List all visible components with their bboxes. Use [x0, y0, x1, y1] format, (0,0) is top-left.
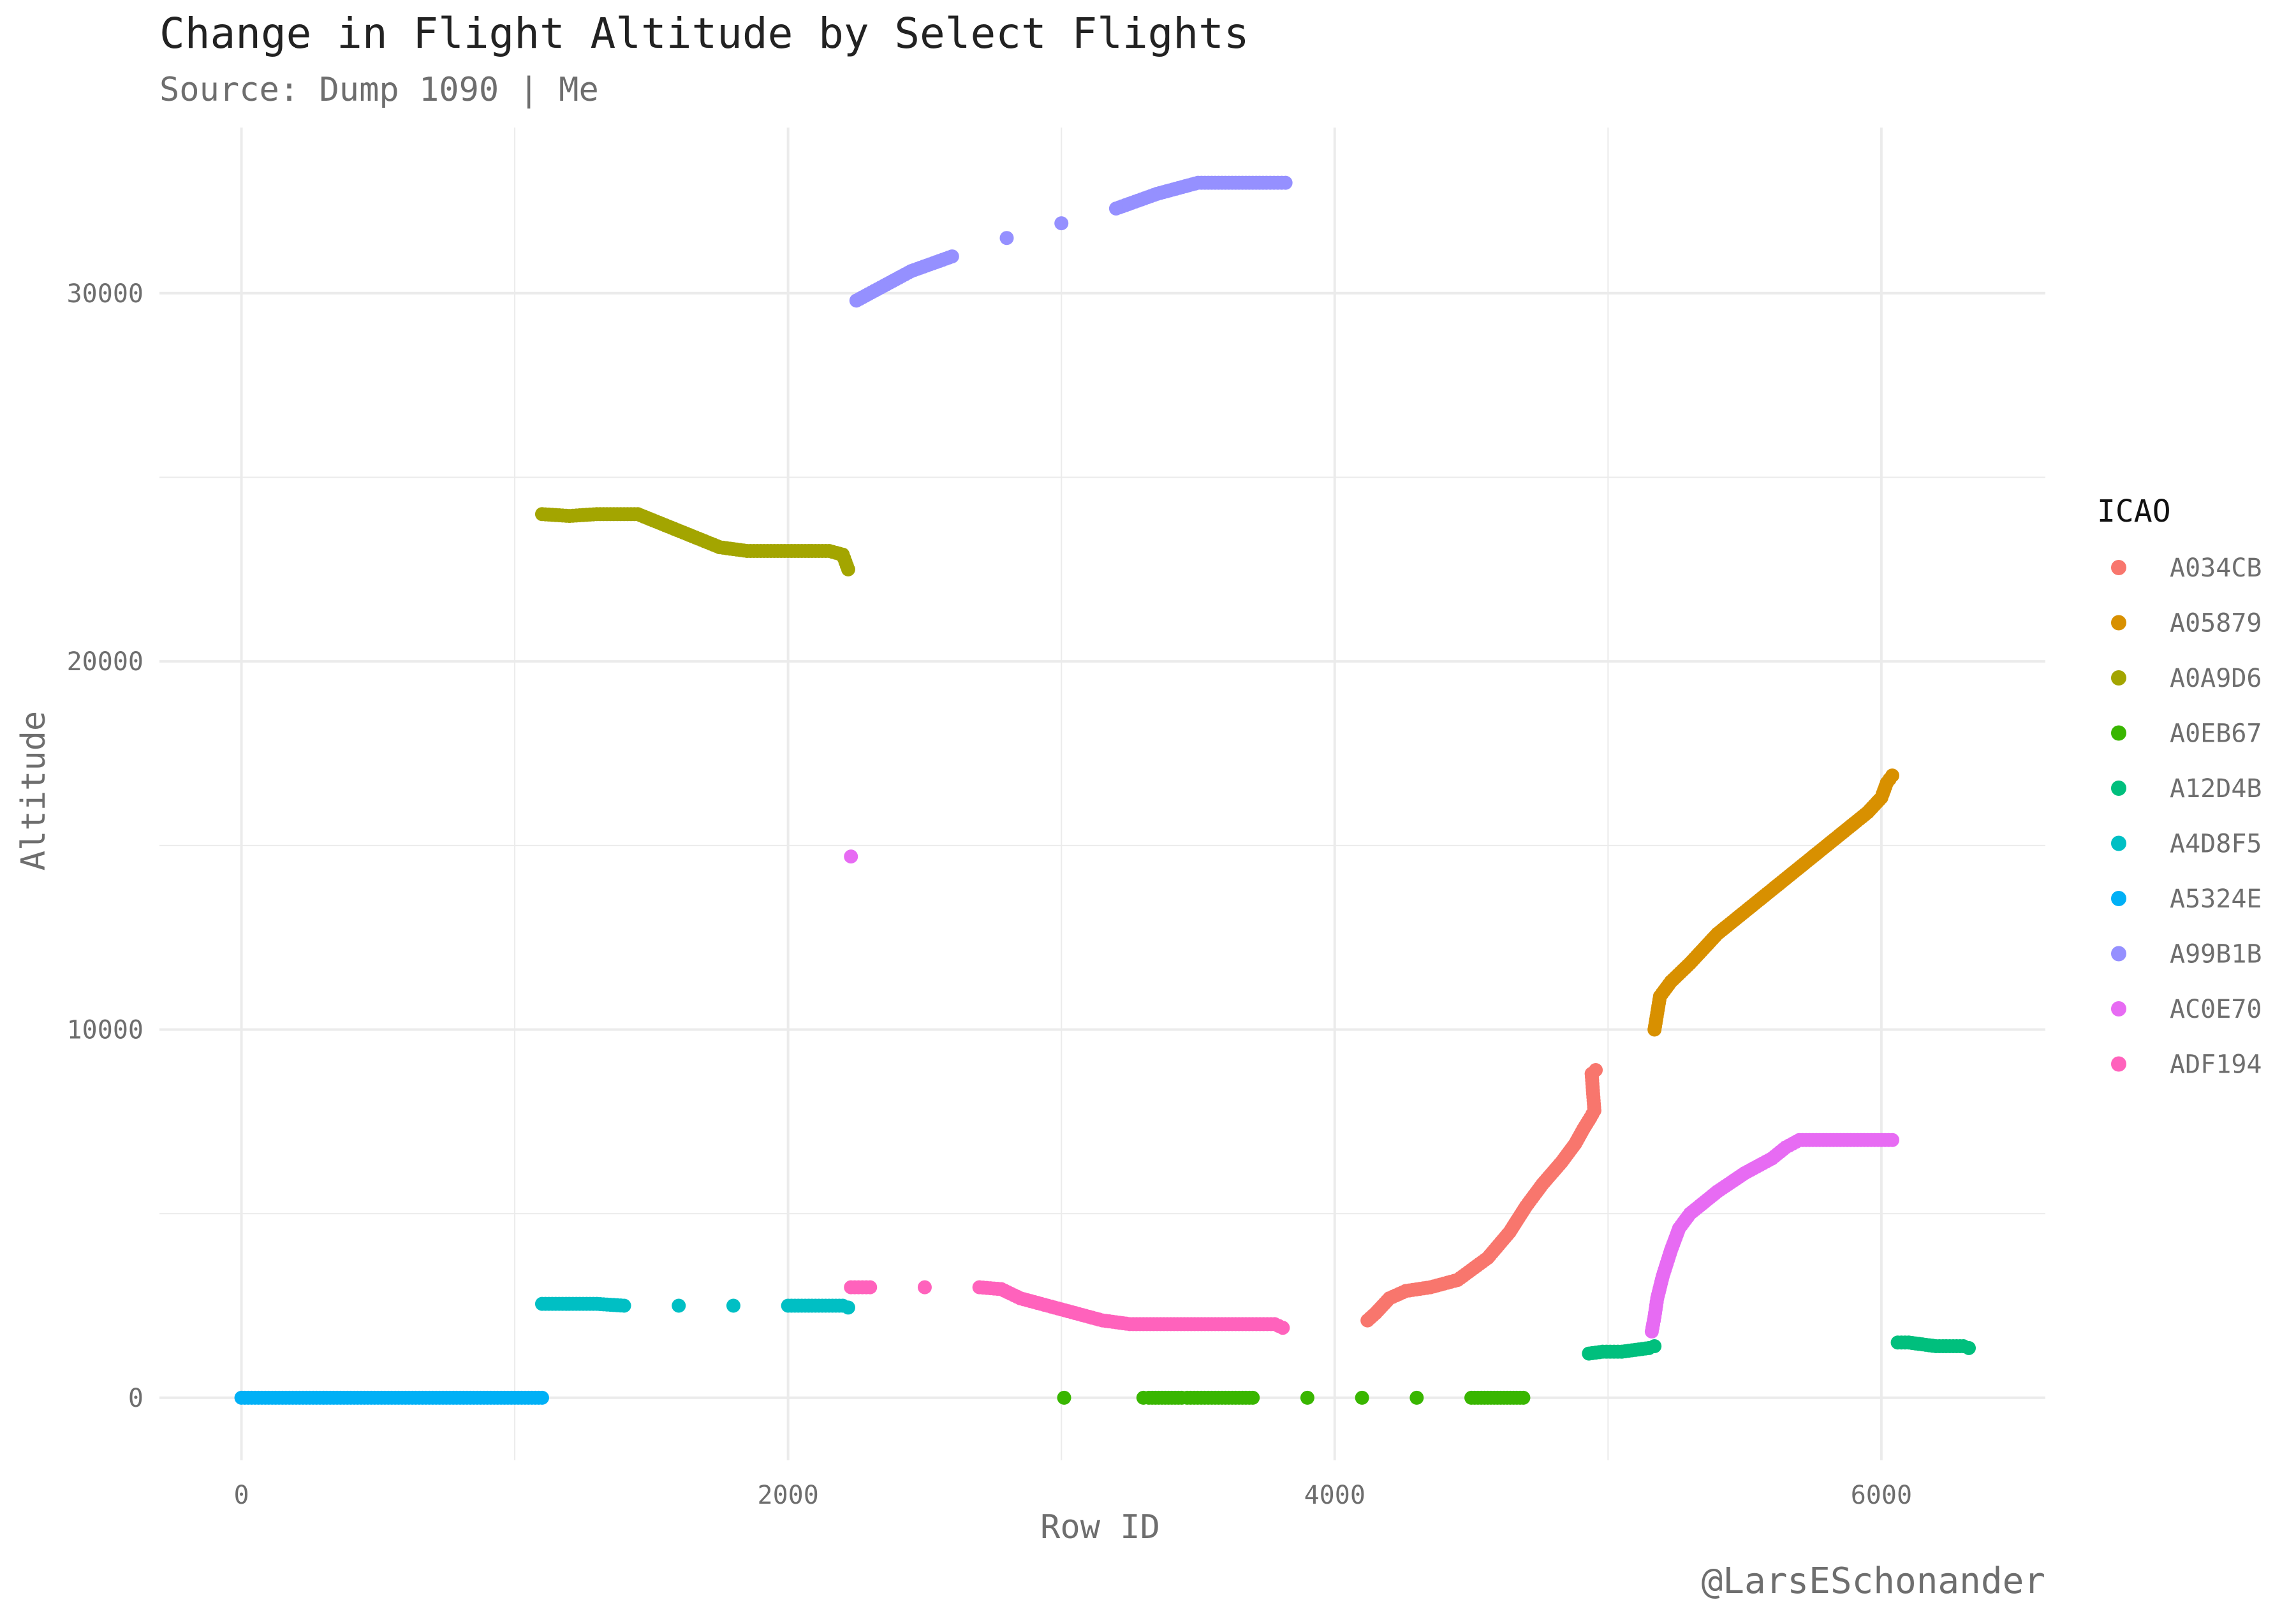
legend-item: A99B1B: [2111, 940, 2262, 969]
data-point: [672, 1298, 686, 1313]
data-points: [234, 175, 1976, 1405]
y-tick-label: 0: [128, 1384, 144, 1413]
y-tick-label: 10000: [67, 1016, 144, 1045]
legend-label: A99B1B: [2170, 940, 2262, 969]
series-a05879: [1647, 768, 1900, 1037]
legend-label: A05879: [2170, 609, 2262, 638]
legend-item: ADF194: [2111, 1050, 2262, 1080]
legend-label: A5324E: [2170, 884, 2262, 914]
data-point: [1355, 1390, 1369, 1405]
legend-key: [2111, 781, 2126, 796]
x-tick-label: 6000: [1851, 1481, 1912, 1510]
data-point: [917, 1280, 932, 1295]
chart-caption: @LarsESchonander: [1702, 1560, 2045, 1602]
legend-key: [2111, 670, 2126, 686]
legend-title: ICAO: [2097, 494, 2171, 529]
legend-key: [2111, 615, 2126, 631]
legend-key: [2111, 891, 2126, 906]
legend: ICAO A034CB A05879 A0A9D6 A0EB67 A12D4B A4D8F…: [2097, 494, 2262, 1080]
legend-item: A0A9D6: [2111, 664, 2262, 693]
legend-item: A05879: [2111, 609, 2262, 638]
y-tick-label: 20000: [67, 647, 144, 677]
series-a0eb67: [1057, 1390, 1531, 1405]
y-tick-label: 30000: [67, 279, 144, 309]
data-point: [1300, 1390, 1314, 1405]
legend-item: A0EB67: [2111, 719, 2262, 749]
y-axis-ticks: 0 10000 20000 30000: [67, 279, 144, 1413]
data-point: [534, 1390, 549, 1405]
grid: [159, 128, 2045, 1460]
series-adf194: [844, 1280, 1290, 1335]
legend-label: ADF194: [2170, 1050, 2262, 1080]
data-point: [726, 1298, 740, 1313]
data-point: [1885, 1133, 1900, 1147]
data-point: [1054, 216, 1069, 231]
legend-item: A4D8F5: [2111, 830, 2262, 859]
legend-label: A4D8F5: [2170, 830, 2262, 859]
series-ac0e70: [844, 849, 1900, 1339]
legend-label: A12D4B: [2170, 774, 2262, 804]
legend-item: A5324E: [2111, 884, 2262, 914]
legend-key: [2111, 725, 2126, 741]
legend-key: [2111, 946, 2126, 962]
legend-label: A0EB67: [2170, 719, 2262, 749]
data-point: [1276, 1321, 1290, 1335]
x-axis-title: Row ID: [1040, 1508, 1160, 1546]
data-point: [844, 849, 858, 864]
series-a034cb: [1360, 1063, 1603, 1328]
data-point: [1885, 768, 1900, 783]
data-point: [863, 1280, 878, 1295]
data-point: [1962, 1340, 1976, 1355]
data-point: [1246, 1390, 1260, 1405]
data-point: [841, 562, 855, 576]
legend-item: AC0E70: [2111, 995, 2262, 1024]
chart-subtitle: Source: Dump 1090 | Me: [159, 71, 599, 109]
legend-key: [2111, 560, 2126, 575]
data-point: [1057, 1390, 1071, 1405]
data-point: [999, 231, 1014, 246]
series-a0a9d6: [534, 507, 855, 576]
data-point: [1409, 1390, 1424, 1405]
x-tick-label: 0: [234, 1481, 249, 1510]
series-a99b1b: [849, 175, 1293, 308]
legend-key: [2111, 835, 2126, 851]
legend-key: [2111, 1056, 2126, 1072]
legend-item: A034CB: [2111, 554, 2262, 583]
series-a12d4b: [1582, 1335, 1976, 1361]
x-tick-label: 2000: [758, 1481, 819, 1510]
series-a5324e: [234, 1390, 549, 1405]
legend-label: A0A9D6: [2170, 664, 2262, 693]
data-point: [1278, 175, 1293, 190]
y-axis-title: Altitude: [15, 711, 53, 870]
legend-key: [2111, 1001, 2126, 1016]
x-axis-ticks: 0 2000 4000 6000: [234, 1481, 1913, 1510]
data-point: [1516, 1390, 1531, 1405]
legend-label: A034CB: [2170, 554, 2262, 583]
legend-label: AC0E70: [2170, 995, 2262, 1024]
series-a4d8f5: [534, 1296, 855, 1315]
data-point: [617, 1298, 631, 1313]
x-tick-label: 4000: [1304, 1481, 1365, 1510]
data-point: [1647, 1339, 1662, 1354]
data-point: [945, 249, 959, 264]
legend-item: A12D4B: [2111, 774, 2262, 804]
data-point: [841, 1300, 855, 1315]
chart-title: Change in Flight Altitude by Select Flig…: [159, 9, 1249, 58]
data-point: [1589, 1063, 1603, 1078]
